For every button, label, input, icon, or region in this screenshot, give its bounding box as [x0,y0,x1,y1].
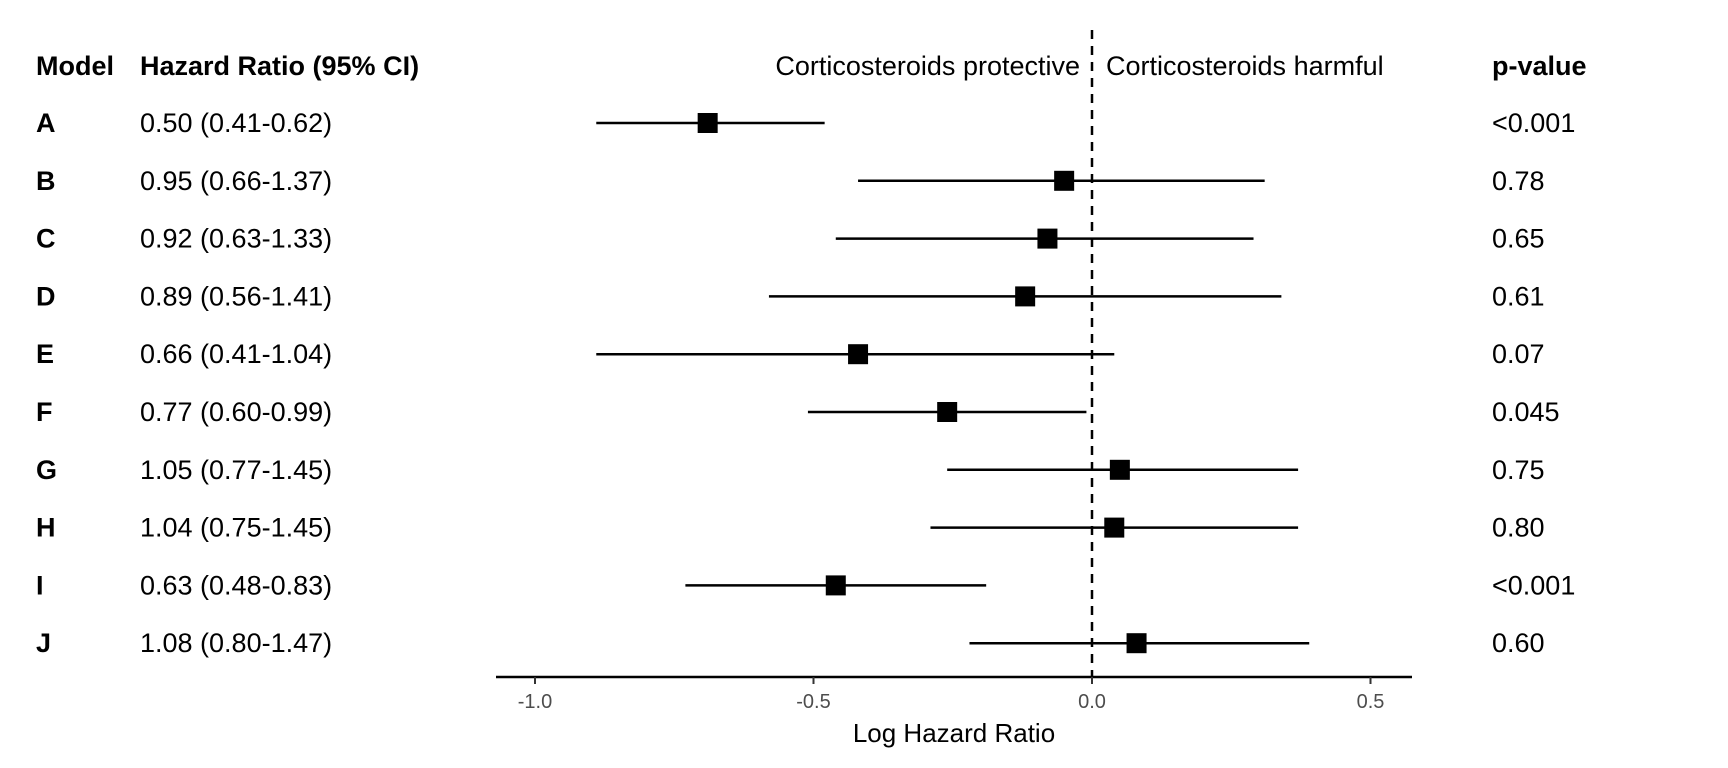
row-model-label: J [36,628,51,658]
point-estimate-marker [848,344,869,365]
point-estimate-marker [1109,459,1130,480]
row-p-value: 0.65 [1492,224,1545,254]
point-estimate-marker [1015,286,1036,307]
row-p-value: <0.001 [1492,570,1575,600]
header-model: Model [36,51,114,81]
row-hazard-ratio: 1.08 (0.80-1.47) [140,628,332,658]
row-p-value: 0.61 [1492,281,1545,311]
row-model-label: B [36,166,56,196]
forest-row: G 1.05 (0.77-1.45) 0.75 [36,455,1545,485]
forest-row: C 0.92 (0.63-1.33) 0.65 [36,224,1545,254]
forest-row: D 0.89 (0.56-1.41) 0.61 [36,281,1545,311]
point-estimate-marker [697,113,718,133]
forest-row: E 0.66 (0.41-1.04) 0.07 [36,339,1545,369]
row-hazard-ratio: 0.89 (0.56-1.41) [140,281,332,311]
row-p-value: 0.78 [1492,166,1545,196]
row-model-label: C [36,224,56,254]
row-hazard-ratio: 0.95 (0.66-1.37) [140,166,332,196]
forest-row: J 1.08 (0.80-1.47) 0.60 [36,628,1545,658]
x-axis-label: Log Hazard Ratio [853,718,1055,748]
row-p-value: 0.75 [1492,455,1545,485]
row-hazard-ratio: 0.66 (0.41-1.04) [140,339,332,369]
forest-row: A 0.50 (0.41-0.62) <0.001 [36,108,1575,138]
annotation-harmful: Corticosteroids harmful [1106,51,1384,81]
row-p-value: 0.045 [1492,397,1560,427]
row-model-label: D [36,281,56,311]
point-estimate-marker [1037,228,1058,249]
row-model-label: I [36,570,44,600]
x-tick-label: -0.5 [796,691,830,713]
header-hazard-ratio: Hazard Ratio (95% CI) [140,51,419,81]
point-estimate-marker [825,575,846,596]
point-estimate-marker [937,402,958,422]
row-hazard-ratio: 0.50 (0.41-0.62) [140,108,332,138]
row-model-label: E [36,339,54,369]
row-hazard-ratio: 0.92 (0.63-1.33) [140,224,332,254]
row-p-value: 0.80 [1492,513,1545,543]
row-model-label: G [36,455,57,485]
row-p-value: <0.001 [1492,108,1575,138]
row-p-value: 0.07 [1492,339,1545,369]
annotation-protective: Corticosteroids protective [775,51,1080,81]
x-tick-label: -1.0 [518,691,552,713]
row-model-label: A [36,108,56,138]
forest-row: F 0.77 (0.60-0.99) 0.045 [36,397,1560,427]
header-p-value: p-value [1492,51,1587,81]
point-estimate-marker [1126,633,1147,654]
point-estimate-marker [1054,170,1075,191]
row-hazard-ratio: 1.05 (0.77-1.45) [140,455,332,485]
forest-row: H 1.04 (0.75-1.45) 0.80 [36,513,1545,543]
row-p-value: 0.60 [1492,628,1545,658]
row-hazard-ratio: 0.77 (0.60-0.99) [140,397,332,427]
row-hazard-ratio: 1.04 (0.75-1.45) [140,513,332,543]
forest-row: B 0.95 (0.66-1.37) 0.78 [36,166,1545,196]
row-hazard-ratio: 0.63 (0.48-0.83) [140,570,332,600]
x-tick-label: 0.0 [1078,691,1106,713]
row-model-label: F [36,397,53,427]
forest-row: I 0.63 (0.48-0.83) <0.001 [36,570,1575,600]
point-estimate-marker [1104,517,1125,538]
x-tick-label: 0.5 [1357,691,1385,713]
row-model-label: H [36,513,56,543]
